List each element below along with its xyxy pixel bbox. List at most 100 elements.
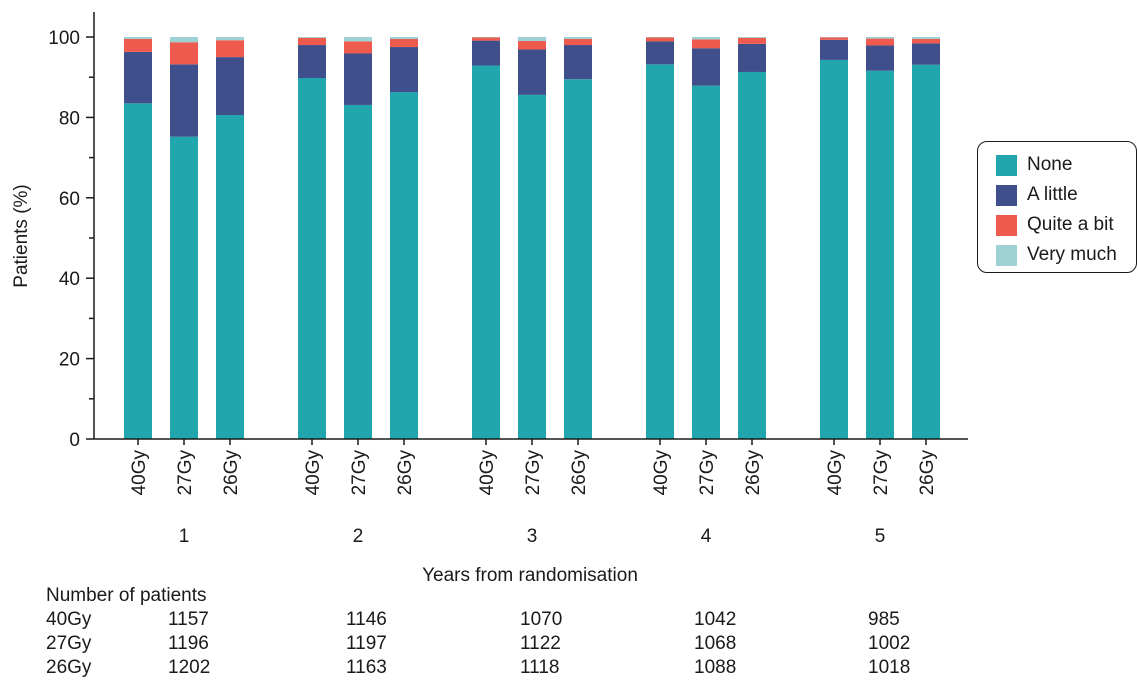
patients-count: 1202 — [168, 656, 210, 680]
bar-label: 26Gy — [569, 450, 590, 496]
bar-segment-none — [170, 137, 198, 439]
bar-segment-none — [472, 66, 500, 439]
patients-count: 985 — [868, 608, 900, 632]
bar-segment-a-little — [738, 44, 766, 72]
bar-segment-quite-a-bit — [124, 39, 152, 52]
patients-count: 1068 — [694, 632, 736, 656]
patients-count: 1070 — [520, 608, 562, 632]
legend-label: A little — [1027, 184, 1078, 206]
legend-swatch — [996, 245, 1017, 266]
bar-segment-quite-a-bit — [866, 39, 894, 46]
bar-segment-quite-a-bit — [518, 41, 546, 49]
bar-label: 26Gy — [743, 450, 764, 496]
patients-table-title: Number of patients — [46, 584, 1046, 608]
y-axis-label: Patients (%) — [11, 184, 32, 287]
legend-label: None — [1027, 154, 1072, 176]
bar-segment-quite-a-bit — [738, 38, 766, 44]
patients-count: 1122 — [520, 632, 561, 656]
bar-segment-none — [866, 71, 894, 439]
bar-segment-very-much — [124, 37, 152, 39]
bar-label: 40Gy — [651, 450, 672, 496]
bar-segment-very-much — [170, 37, 198, 42]
bar-segment-quite-a-bit — [344, 41, 372, 53]
patients-count: 1197 — [346, 632, 387, 656]
legend-swatch — [996, 185, 1017, 206]
y-tick-label: 60 — [59, 189, 80, 210]
group-label: 4 — [701, 526, 712, 547]
y-tick-label: 100 — [48, 28, 80, 49]
bar-segment-none — [564, 79, 592, 439]
bar-label: 40Gy — [477, 450, 498, 496]
patients-count: 1196 — [168, 632, 209, 656]
bar-segment-quite-a-bit — [820, 37, 848, 39]
bar-segment-quite-a-bit — [298, 38, 326, 45]
bar-segment-a-little — [344, 53, 372, 104]
bar-segment-none — [298, 78, 326, 439]
group-label: 3 — [527, 526, 538, 547]
bar-segment-a-little — [866, 45, 894, 70]
bar-segment-none — [216, 115, 244, 439]
bar-label: 27Gy — [871, 450, 892, 496]
bar-segment-none — [344, 105, 372, 439]
patients-table-rows: 40Gy 1157 1146 1070 1042 985 27Gy 1196 1197 1122 1… — [46, 608, 1046, 680]
x-axis-label: Years from randomisation — [422, 565, 638, 586]
patients-count: 1018 — [868, 656, 910, 680]
patients-table-row: 40Gy 1157 1146 1070 1042 985 — [46, 608, 1046, 632]
patients-count: 1157 — [168, 608, 209, 632]
y-tick-label: 20 — [59, 350, 80, 371]
bar-label: 26Gy — [395, 450, 416, 496]
bar-segment-very-much — [738, 37, 766, 38]
bar-segment-a-little — [390, 47, 418, 92]
bar-label: 40Gy — [303, 450, 324, 496]
bar-segment-very-much — [564, 37, 592, 39]
bar-label: 27Gy — [523, 450, 544, 496]
bar-segment-a-little — [518, 49, 546, 94]
group-label: 2 — [353, 526, 364, 547]
patients-table: Number of patients 40Gy 1157 1146 1070 1042 9… — [46, 584, 1046, 680]
group-label: 5 — [875, 526, 886, 547]
legend: None A little Quite a bit Very much — [977, 141, 1137, 273]
bar-segment-none — [518, 95, 546, 439]
bar-segment-quite-a-bit — [170, 42, 198, 64]
patients-table-row: 27Gy 1196 1197 1122 1068 1002 — [46, 632, 1046, 656]
bar-label: 40Gy — [825, 450, 846, 496]
bar-label: 26Gy — [917, 450, 938, 496]
patients-row-label: 26Gy — [46, 656, 91, 680]
bar-segment-very-much — [692, 37, 720, 39]
bar-segment-quite-a-bit — [646, 37, 674, 41]
bar-segment-a-little — [564, 45, 592, 79]
legend-swatch — [996, 155, 1017, 176]
patients-row-label: 27Gy — [46, 632, 91, 656]
bar-segment-very-much — [518, 37, 546, 41]
bar-segment-a-little — [820, 40, 848, 60]
patients-count: 1002 — [868, 632, 910, 656]
bar-segment-a-little — [472, 41, 500, 66]
bar-label: 40Gy — [129, 450, 150, 496]
bar-segment-a-little — [692, 48, 720, 85]
bar-segment-quite-a-bit — [692, 39, 720, 48]
patients-count: 1146 — [346, 608, 387, 632]
bar-segment-none — [738, 72, 766, 439]
bar-segment-very-much — [866, 37, 894, 39]
patients-count: 1042 — [694, 608, 736, 632]
bar-label: 27Gy — [697, 450, 718, 496]
bar-segment-very-much — [298, 37, 326, 38]
bar-segment-none — [646, 64, 674, 439]
group-label: 1 — [179, 526, 190, 547]
bar-segment-very-much — [216, 37, 244, 40]
bar-label: 27Gy — [175, 450, 196, 496]
bar-segment-quite-a-bit — [216, 40, 244, 57]
legend-swatch — [996, 215, 1017, 236]
bar-segment-a-little — [216, 57, 244, 115]
legend-label: Very much — [1027, 244, 1117, 266]
bar-segment-quite-a-bit — [912, 39, 940, 43]
y-tick-label: 40 — [59, 269, 80, 290]
legend-item-quite-a-bit: Quite a bit — [996, 213, 1114, 237]
bar-segment-a-little — [170, 64, 198, 136]
bar-segment-a-little — [912, 43, 940, 64]
y-tick-label: 80 — [59, 108, 80, 129]
bar-segment-a-little — [124, 52, 152, 103]
patients-row-label: 40Gy — [46, 608, 91, 632]
